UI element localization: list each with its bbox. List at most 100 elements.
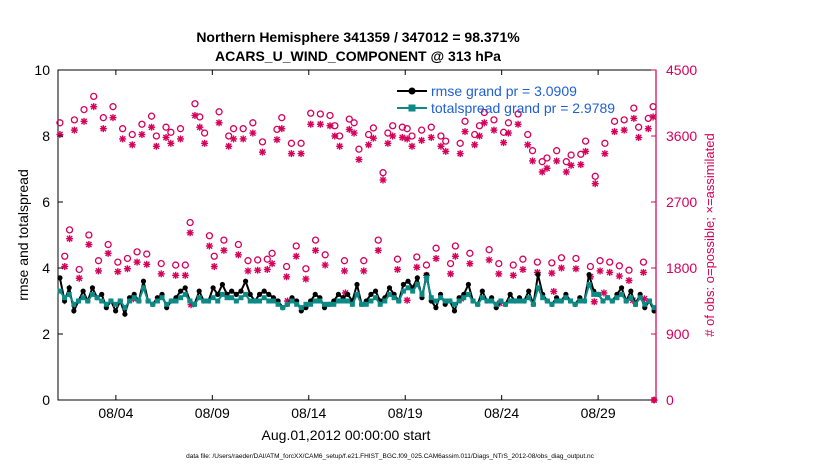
- obs-assimilated-marker: [596, 267, 604, 275]
- obs-assimilated-marker: [326, 122, 334, 130]
- obs-possible-marker: [577, 150, 585, 158]
- x-tick-label: 08/24: [484, 405, 519, 421]
- obs-assimilated-marker: [538, 168, 546, 176]
- obs-possible-marker: [263, 255, 271, 263]
- y-left-tick-label: 0: [42, 392, 50, 408]
- rmse-point: [182, 285, 188, 291]
- obs-assimilated-marker: [360, 267, 368, 275]
- obs-assimilated-marker: [210, 263, 218, 271]
- totalspread-point: [94, 295, 100, 301]
- obs-asterisk-stroke: [66, 235, 73, 242]
- obs-possible-marker: [273, 125, 281, 134]
- totalspread-point: [363, 301, 369, 307]
- obs-asterisk-stroke: [326, 122, 334, 129]
- totalspread-point: [489, 298, 495, 304]
- obs-asterisk-stroke: [119, 135, 126, 143]
- obs-possible-marker: [524, 130, 532, 139]
- obs-asterisk-stroke: [490, 127, 498, 134]
- obs-assimilated-marker: [109, 114, 117, 122]
- totalspread-point: [205, 298, 211, 304]
- totalspread-point: [470, 298, 476, 304]
- obs-asterisk-stroke: [71, 127, 78, 134]
- totalspread-point: [386, 291, 392, 297]
- rmse-point: [335, 291, 342, 297]
- obs-assimilated-marker: [99, 125, 107, 133]
- obs-assimilated-marker: [374, 246, 382, 254]
- obs-possible-marker: [254, 256, 262, 264]
- totalspread-point: [270, 298, 276, 304]
- obs-asterisk-stroke: [85, 241, 92, 248]
- totalspread-point: [535, 285, 541, 291]
- obs-assimilated-marker: [365, 141, 373, 149]
- x-tick-label: 08/29: [581, 405, 616, 421]
- obs-assimilated-marker: [639, 268, 647, 276]
- obs-possible-marker: [147, 112, 156, 120]
- y-left-tick-label: 8: [42, 128, 50, 144]
- obs-asterisk-stroke: [514, 121, 522, 128]
- obs-asterisk-stroke: [500, 139, 507, 146]
- obs-possible-marker: [369, 124, 378, 132]
- obs-assimilated-marker: [418, 136, 426, 144]
- obs-asterisk-stroke: [182, 272, 189, 279]
- obs-possible-marker: [620, 116, 628, 124]
- totalspread-point: [99, 298, 105, 304]
- obs-possible-marker: [639, 258, 648, 266]
- totalspread-point: [275, 301, 281, 307]
- rmse-point: [210, 285, 216, 291]
- totalspread-point: [233, 298, 239, 304]
- obs-assimilated-marker: [550, 287, 558, 295]
- obs-assimilated-marker: [369, 134, 377, 142]
- totalspread-point: [377, 301, 383, 307]
- totalspread-point: [609, 298, 615, 304]
- obs-asterisk-stroke: [461, 128, 469, 135]
- obs-possible-marker: [417, 126, 426, 134]
- obs-assimilated-marker: [543, 164, 551, 172]
- totalspread-point: [521, 298, 527, 304]
- totalspread-point: [512, 298, 518, 304]
- obs-possible-marker: [94, 257, 103, 265]
- obs-possible-marker: [495, 259, 503, 268]
- obs-assimilated-marker: [258, 148, 266, 156]
- obs-assimilated-marker: [157, 270, 165, 278]
- obs-possible-marker: [205, 232, 214, 240]
- obs-possible-marker: [345, 115, 353, 123]
- rmse-point: [433, 305, 439, 311]
- totalspread-point: [359, 301, 365, 307]
- obs-possible-marker: [451, 242, 460, 250]
- obs-possible-marker: [485, 246, 493, 254]
- rmse-point: [414, 275, 420, 281]
- obs-possible-marker: [442, 137, 450, 145]
- obs-assimilated-marker: [600, 289, 608, 297]
- rmse-point: [507, 291, 513, 297]
- obs-asterisk-stroke: [649, 113, 657, 121]
- obs-possible-marker: [562, 158, 570, 166]
- obs-possible-marker: [398, 123, 406, 131]
- obs-asterisk-stroke: [297, 150, 305, 157]
- obs-asterisk-stroke: [384, 140, 391, 147]
- obs-assimilated-marker: [312, 246, 320, 254]
- obs-possible-marker: [393, 255, 402, 263]
- obs-possible-marker: [176, 125, 185, 133]
- obs-asterisk-stroke: [143, 261, 150, 268]
- rmse-point: [238, 288, 244, 294]
- obs-asterisk-stroke: [457, 150, 464, 157]
- totalspread-point: [243, 291, 249, 297]
- obs-asterisk-stroke: [187, 229, 194, 236]
- obs-possible-marker: [606, 258, 614, 266]
- obs-assimilated-marker: [471, 141, 479, 149]
- obs-possible-marker: [152, 132, 161, 140]
- obs-assimilated-marker: [384, 139, 392, 147]
- obs-asterisk-stroke: [408, 143, 416, 150]
- rmse-point: [122, 311, 128, 317]
- obs-possible-marker: [70, 116, 79, 124]
- totalspread-point: [419, 291, 425, 297]
- obs-asterisk-stroke: [389, 132, 396, 140]
- legend-rmse-label: rmse grand pr = 3.0909: [431, 83, 577, 99]
- obs-possible-marker: [514, 110, 522, 118]
- y-right-tick-label: 1800: [666, 260, 697, 276]
- obs-assimilated-marker: [495, 270, 503, 278]
- rmse-point: [618, 285, 625, 291]
- totalspread-point: [447, 298, 453, 304]
- totalspread-point: [572, 301, 578, 307]
